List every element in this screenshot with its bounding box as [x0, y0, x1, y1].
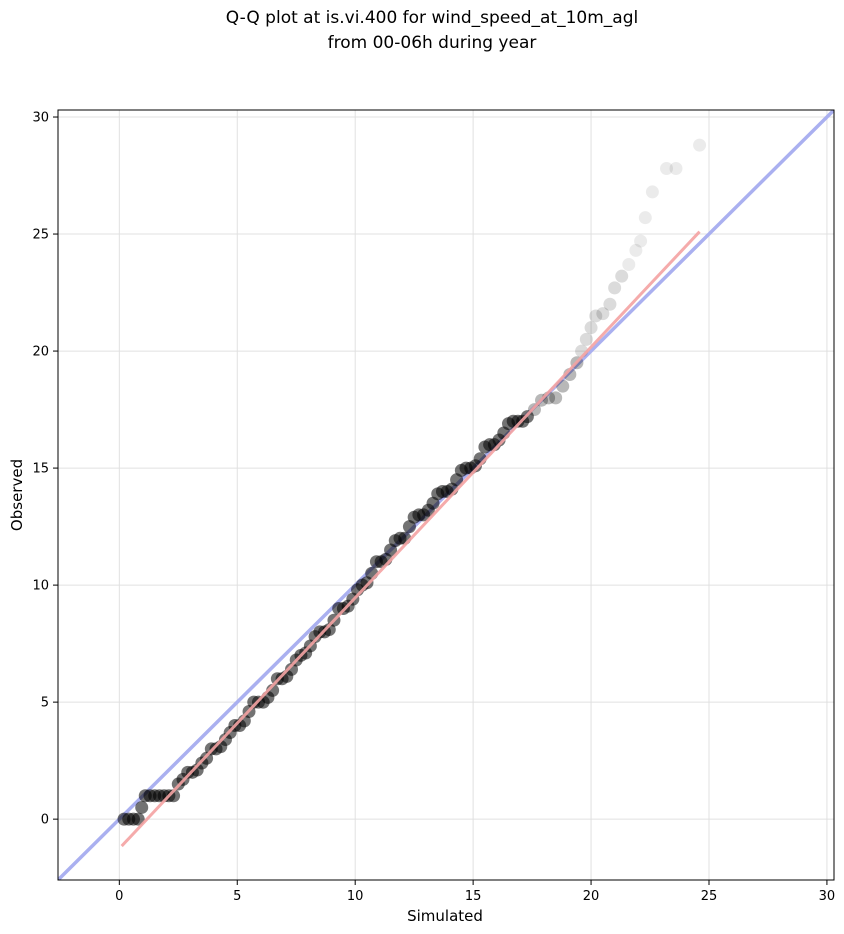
y-tick-label: 25: [32, 228, 49, 243]
chart-title-line-2: from 00-06h during year: [328, 33, 537, 53]
x-tick-label: 5: [233, 889, 241, 904]
data-point: [596, 307, 610, 321]
x-axis-label: Simulated: [407, 907, 483, 925]
data-point: [634, 234, 648, 248]
x-tick-label: 25: [701, 889, 718, 904]
data-point: [549, 391, 563, 405]
x-tick-label: 15: [465, 889, 482, 904]
data-point: [629, 243, 643, 257]
data-point: [645, 185, 659, 199]
data-point: [638, 211, 652, 225]
y-tick-label: 5: [41, 696, 49, 711]
data-point: [584, 321, 598, 335]
data-point: [556, 379, 570, 393]
data-point: [131, 812, 145, 826]
data-point: [579, 332, 593, 346]
data-point: [615, 269, 629, 283]
grid-lines: [58, 110, 834, 880]
chart-title-line-1: Q-Q plot at is.vi.400 for wind_speed_at_…: [226, 8, 638, 28]
data-points: [117, 138, 707, 826]
data-point: [608, 281, 622, 295]
data-point: [622, 257, 636, 271]
y-tick-label: 10: [32, 579, 49, 594]
x-tick-label: 10: [347, 889, 364, 904]
y-axis-ticks: 0 5 10 15 20 25 30: [32, 111, 58, 828]
y-tick-label: 20: [32, 345, 49, 360]
y-tick-label: 0: [41, 813, 49, 828]
x-axis-ticks: 0 5 10 15 20 25 30: [115, 880, 835, 904]
y-axis-label: Observed: [8, 459, 26, 531]
data-point: [603, 297, 617, 311]
x-tick-label: 20: [583, 889, 600, 904]
data-point: [669, 162, 683, 176]
y-tick-label: 15: [32, 462, 49, 477]
fit-regression-line: [120, 230, 701, 848]
data-point: [660, 162, 674, 176]
plot-area-frame: [57, 109, 835, 881]
x-tick-label: 0: [115, 889, 123, 904]
data-point: [135, 800, 149, 814]
data-point: [693, 138, 707, 152]
data-point: [589, 309, 603, 323]
y-tick-label: 30: [32, 111, 49, 126]
x-tick-label: 30: [819, 889, 836, 904]
